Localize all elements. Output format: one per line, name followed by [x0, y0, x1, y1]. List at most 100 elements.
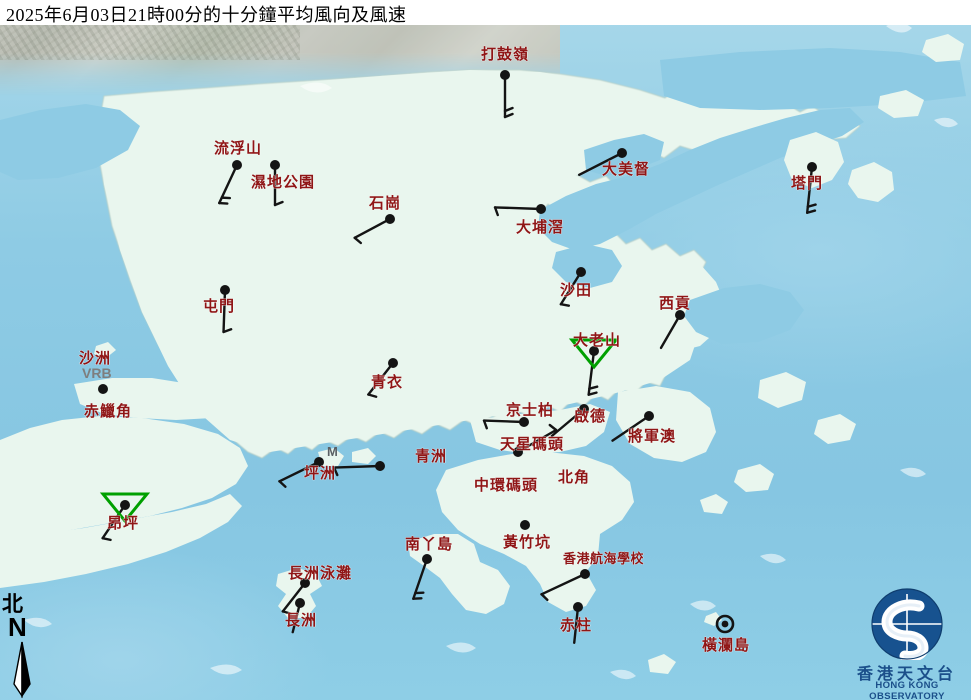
- station-label-12: 赤鱲角: [84, 402, 133, 420]
- hko-logo-cn: 香港天文台: [856, 664, 957, 683]
- station-label-23: 昂坪: [107, 514, 140, 532]
- barb-shaft: [278, 460, 321, 483]
- hko-logo: 香港天文台 HONG KONG OBSERVATORY: [845, 588, 969, 700]
- port-shelter: [684, 284, 804, 344]
- compass-rose: 北 N: [2, 588, 62, 699]
- station-label-16: 將軍澳: [628, 427, 677, 445]
- barb-half: [367, 393, 378, 398]
- peak-triangle-icon: [99, 492, 151, 524]
- wind-station-2: [270, 160, 284, 207]
- hko-logo-icon: [871, 588, 943, 662]
- barb-shaft: [367, 361, 395, 396]
- island-lamma: [408, 534, 510, 614]
- island-tap-mun: [784, 132, 844, 188]
- wind-station-24: [412, 554, 432, 600]
- island-tsing-yi: [362, 336, 440, 380]
- title-bar: [0, 0, 971, 25]
- land-tko: [616, 386, 716, 462]
- land-nt-body: [98, 70, 700, 452]
- barb-half: [493, 206, 499, 217]
- station-label-6: 塔門: [791, 174, 824, 192]
- barb-half: [806, 203, 817, 208]
- island-po-toi: [648, 654, 676, 674]
- barb-half: [540, 593, 549, 602]
- island-east2: [814, 414, 856, 444]
- wind-station-11: [98, 384, 108, 394]
- wind-station-1: [218, 160, 242, 205]
- barb-half: [503, 106, 514, 113]
- wind-station-17: [513, 423, 558, 457]
- wind-station-14: [482, 417, 529, 430]
- wind-station-8: [559, 267, 586, 307]
- station-dot-icon: [232, 160, 242, 170]
- wind-station-20: [278, 457, 324, 488]
- barb-half: [587, 391, 598, 396]
- wind-station-10: [568, 338, 620, 396]
- barb-shaft: [101, 503, 127, 540]
- wind-station-15: [550, 404, 589, 438]
- barb-half: [101, 536, 112, 542]
- calm-center-dot-icon: [721, 620, 729, 628]
- wind-station-0: [500, 70, 514, 119]
- barb-shaft: [332, 464, 382, 469]
- station-dot-icon: [536, 204, 546, 214]
- tolo-harbour: [538, 108, 864, 250]
- station-dot-icon: [644, 411, 654, 421]
- barb-shaft: [291, 601, 302, 634]
- island-lantau-south: [0, 494, 242, 588]
- barb-half: [222, 328, 233, 334]
- station-dot-icon: [519, 417, 529, 427]
- station-label-0: 打鼓嶺: [481, 45, 530, 63]
- station-label-19: 中環碼頭: [474, 476, 539, 494]
- barb-shaft: [482, 419, 526, 424]
- island-ma-wan: [330, 358, 354, 376]
- peak-triangle-icon: [568, 338, 620, 370]
- station-label-13: 青衣: [371, 373, 404, 391]
- station-label-22: 坪洲: [304, 464, 337, 482]
- island-tung-lung: [700, 494, 728, 514]
- station-dot-icon: [220, 285, 230, 295]
- station-dot-icon: [295, 598, 305, 608]
- island-dot2: [170, 524, 192, 540]
- station-dot-icon: [385, 214, 395, 224]
- station-label-4: 大埔滘: [516, 218, 565, 236]
- barb-shaft: [659, 313, 682, 350]
- island-chek-lap-kok: [74, 378, 230, 420]
- barb-half: [482, 419, 488, 430]
- barb-shaft: [493, 206, 543, 211]
- island-sha-chau: [94, 342, 116, 358]
- deep-bay: [0, 104, 140, 180]
- wind-station-6: [805, 162, 817, 214]
- station-label-25: 黃竹坑: [503, 533, 552, 551]
- station-dot-icon: [807, 162, 817, 172]
- station-dot-icon: [589, 346, 599, 356]
- station-label-14: 京士柏: [506, 401, 555, 419]
- barb-half: [332, 466, 339, 477]
- wind-station-19: [332, 461, 385, 477]
- station-note-22: M: [327, 444, 338, 459]
- landmass-group: [97, 69, 861, 462]
- station-dot-icon: [98, 384, 108, 394]
- station-label-17: 天星碼頭: [500, 435, 565, 453]
- barb-shaft: [516, 428, 558, 454]
- wind-station-26: [281, 578, 310, 615]
- island-lantau: [0, 416, 248, 540]
- station-dot-icon: [388, 358, 398, 368]
- station-label-10: 大老山: [573, 331, 622, 349]
- barb-half: [805, 209, 817, 214]
- barb-shaft: [540, 572, 587, 596]
- hko-logo-en: HONG KONG OBSERVATORY: [869, 680, 945, 700]
- island-dot1: [470, 86, 494, 102]
- station-label-9: 西貢: [659, 294, 692, 312]
- barb-shaft: [573, 605, 580, 645]
- island-ne-small1: [878, 90, 924, 118]
- station-label-20: 青洲: [415, 447, 448, 465]
- wind-station-16: [611, 411, 654, 442]
- wind-station-27: [291, 598, 305, 634]
- page-title: 2025年6月03日21時00分的十分鐘平均風向及風速: [6, 5, 407, 25]
- station-dot-icon: [579, 404, 589, 414]
- station-label-5: 大美督: [602, 160, 651, 178]
- station-label-26: 長洲泳灘: [288, 564, 353, 582]
